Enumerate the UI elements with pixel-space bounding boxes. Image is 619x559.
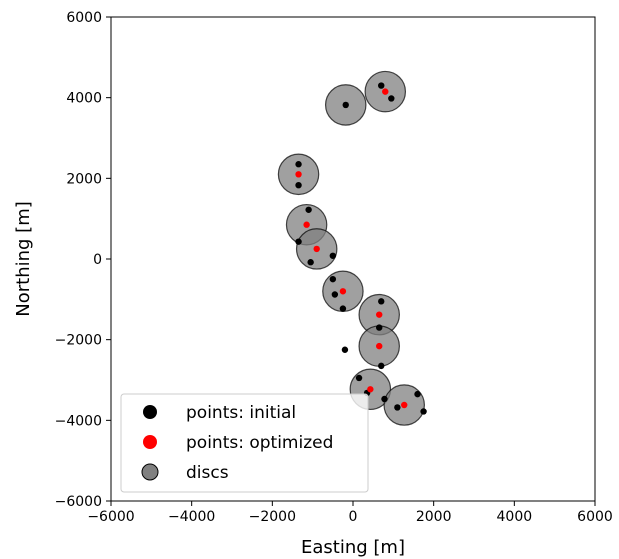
initial-point (420, 408, 427, 415)
optimized-point (382, 88, 389, 95)
x-axis: −6000 −4000 −2000 0 2000 4000 6000 (87, 501, 613, 525)
y-tick-label: −6000 (55, 494, 102, 510)
x-axis-label: Easting [m] (301, 537, 405, 558)
legend-marker-optimized (143, 435, 157, 449)
optimized-point (367, 386, 374, 393)
initial-point (329, 275, 337, 283)
y-axis-label: Northing [m] (13, 201, 34, 316)
initial-point (414, 390, 421, 398)
y-tick-label: 4000 (66, 91, 102, 107)
initial-point (331, 291, 339, 298)
optimized-point (401, 401, 408, 409)
x-tick-label: 0 (349, 509, 358, 525)
initial-point (394, 404, 401, 411)
legend-box (120, 393, 369, 493)
optimized-point (376, 311, 383, 318)
initial-point (341, 346, 349, 353)
legend-label-discs: discs (186, 463, 229, 483)
initial-point (295, 161, 302, 168)
initial-point (378, 82, 385, 89)
y-axis: −6000 −4000 −2000 0 2000 4000 6000 (55, 10, 111, 510)
initial-point (378, 362, 385, 370)
x-tick-label: 4000 (497, 509, 533, 525)
initial-point (355, 374, 363, 382)
initial-point (295, 181, 302, 189)
y-tick-label: 6000 (66, 10, 102, 26)
optimized-point (313, 245, 320, 253)
points-layer (295, 82, 427, 415)
y-tick-label: 2000 (66, 171, 102, 187)
x-tick-label: −6000 (87, 509, 134, 525)
x-tick-label: 6000 (577, 509, 613, 525)
legend-marker-initial (143, 405, 157, 419)
legend-label-initial: points: initial (186, 403, 296, 423)
optimized-point (376, 342, 383, 350)
initial-point (329, 252, 337, 259)
initial-point (305, 206, 312, 213)
y-tick-label: −2000 (55, 333, 102, 349)
optimized-point (303, 221, 310, 228)
initial-point (342, 101, 349, 109)
initial-point (307, 259, 314, 266)
y-tick-label: −4000 (55, 413, 102, 429)
y-tick-label: 0 (93, 252, 102, 268)
initial-point (295, 238, 302, 245)
x-tick-label: 2000 (416, 509, 452, 525)
initial-point (388, 95, 395, 102)
legend-marker-discs (141, 463, 159, 481)
initial-point (376, 324, 383, 331)
legend-label-optimized: points: optimized (186, 433, 333, 453)
x-tick-label: −4000 (168, 509, 215, 525)
optimized-point (339, 288, 347, 295)
initial-point (381, 395, 388, 403)
optimized-point (295, 171, 302, 178)
x-tick-label: −2000 (249, 509, 296, 525)
initial-point (378, 298, 385, 305)
legend: points: initial points: optimized discs (120, 393, 369, 493)
initial-point (339, 305, 347, 312)
discs-layer (277, 70, 425, 426)
